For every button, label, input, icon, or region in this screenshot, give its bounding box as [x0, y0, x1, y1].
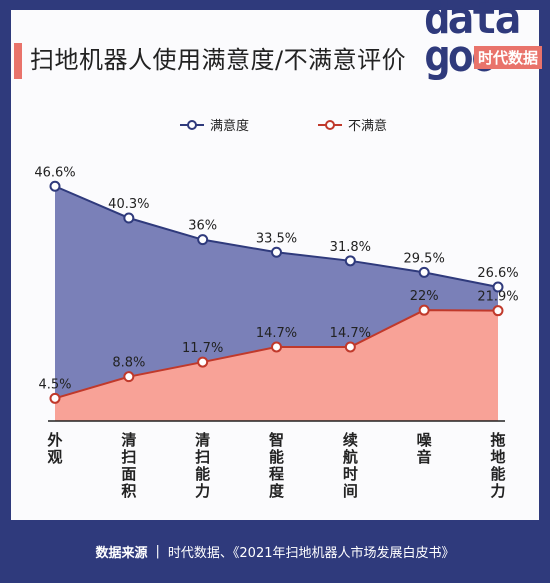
- legend-unsatisfied-marker: [325, 120, 335, 130]
- x-tick-label-4: 续航时间: [343, 431, 358, 500]
- satisfied-data-label-5: 29.5%: [404, 251, 445, 266]
- satisfied-point-4: [344, 255, 356, 267]
- x-tick-label-0: 外观: [46, 431, 62, 466]
- satisfied-point-6: [492, 281, 504, 293]
- legend-unsatisfied-label: 不满意: [348, 118, 387, 134]
- satisfied-data-label-6: 26.6%: [477, 266, 518, 281]
- unsatisfied-point-1: [123, 371, 135, 383]
- unsatisfied-data-label-6: 21.9%: [477, 290, 518, 305]
- source-label: 数据来源: [95, 546, 148, 561]
- x-tick-label-6: 拖地能力: [490, 431, 505, 500]
- satisfied-data-label-3: 33.5%: [256, 231, 297, 246]
- unsatisfied-data-label-4: 14.7%: [330, 326, 371, 341]
- legend-satisfied-marker: [187, 120, 197, 130]
- legend-satisfied-label: 满意度: [210, 118, 249, 134]
- satisfied-data-label-0: 46.6%: [34, 165, 75, 180]
- unsatisfied-point-3: [271, 341, 282, 353]
- source-text: 时代数据、《2021年扫地机器人市场发展白皮书》: [167, 546, 455, 561]
- x-tick-label-2: 清扫能力: [195, 431, 210, 500]
- satisfied-data-label-4: 31.8%: [330, 240, 371, 255]
- title-accent-bar: [14, 43, 22, 79]
- satisfied-point-5: [418, 266, 430, 278]
- brand-logo: data goo 时代数据: [418, 0, 544, 100]
- unsatisfied-data-label-1: 8.8%: [112, 356, 145, 371]
- unsatisfied-data-label-3: 14.7%: [256, 326, 297, 341]
- satisfied-point-1: [123, 212, 135, 224]
- unsatisfied-point-5: [418, 304, 430, 316]
- logo-subtitle: 时代数据: [474, 46, 543, 69]
- unsatisfied-point-4: [344, 341, 356, 353]
- unsatisfied-area: [55, 310, 498, 421]
- x-tick-label-1: 清扫面积: [121, 431, 136, 500]
- unsatisfied-data-label-0: 4.5%: [38, 377, 71, 392]
- satisfied-point-2: [197, 234, 209, 246]
- unsatisfied-data-label-2: 11.7%: [182, 341, 223, 356]
- x-tick-label-5: 噪音: [417, 431, 433, 466]
- unsatisfied-point-0: [49, 392, 61, 404]
- satisfied-point-3: [271, 246, 282, 258]
- top-bar: [0, 0, 550, 10]
- x-tick-label-3: 智能程度: [269, 431, 285, 500]
- footer-source: 数据来源 | 时代数据、《2021年扫地机器人市场发展白皮书》: [0, 520, 550, 583]
- unsatisfied-data-label-5: 22%: [410, 289, 439, 304]
- unsatisfied-point-2: [197, 356, 209, 368]
- satisfied-data-label-2: 36%: [188, 219, 217, 234]
- unsatisfied-point-6: [492, 305, 504, 317]
- source-separator: |: [155, 544, 160, 559]
- chart-title: 扫地机器人使用满意度/不满意评价: [30, 46, 407, 74]
- satisfied-point-0: [49, 180, 61, 192]
- satisfied-data-label-1: 40.3%: [108, 197, 149, 212]
